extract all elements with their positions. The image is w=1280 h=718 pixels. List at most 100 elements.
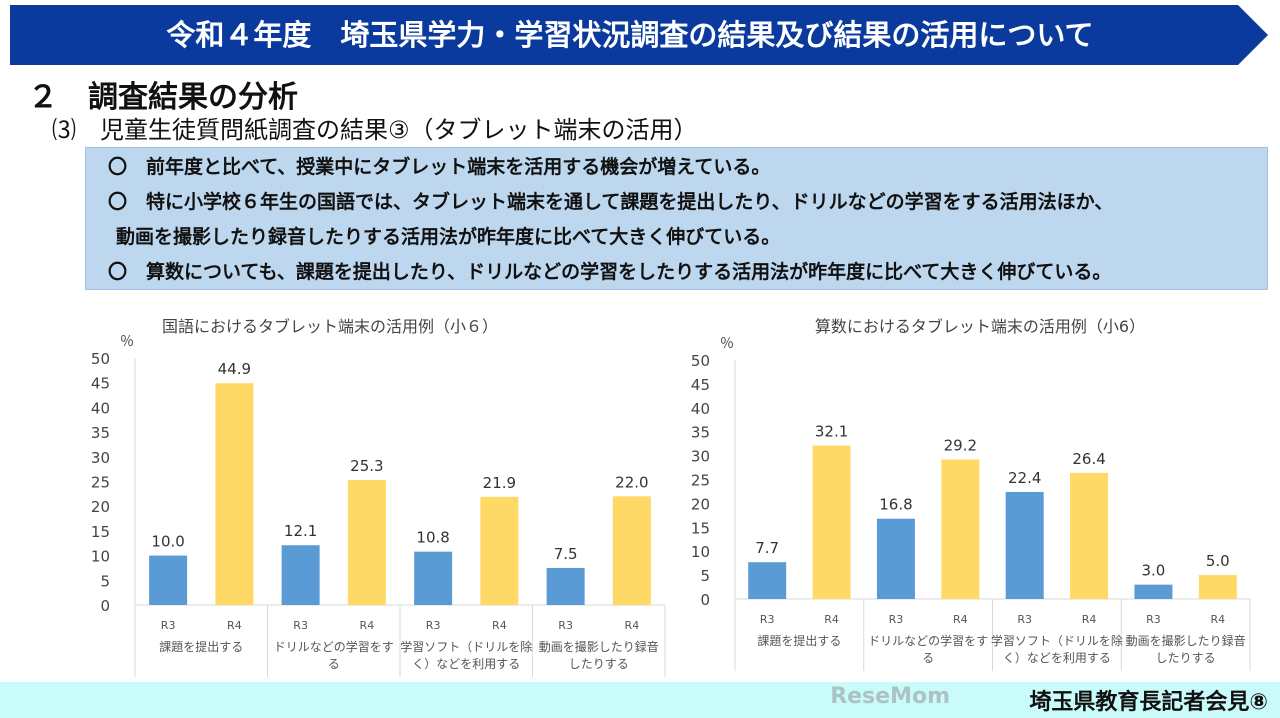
y-axis-label: ％	[120, 334, 134, 350]
summary-box: 〇 前年度と比べて、授業中にタブレット端末を活用する機会が増えている。 〇 特に…	[85, 147, 1268, 290]
category-label: 課題を提出する	[757, 633, 841, 648]
series-label: R4	[1210, 613, 1225, 626]
data-label: 10.8	[416, 529, 449, 547]
chart-title: 算数におけるタブレット端末の活用例（小6）	[815, 317, 1145, 336]
series-label: R3	[426, 619, 441, 632]
bar-r4	[480, 496, 519, 605]
bar-r4	[812, 445, 851, 599]
page-title: 令和４年度 埼玉県学力・学習状況調査の結果及び結果の活用について	[166, 18, 1094, 52]
category-label: ドリルなどの学習をす	[868, 633, 988, 648]
bar-r3	[149, 555, 188, 605]
section-subheading: ⑶ 児童生徒質問紙調査の結果③（タブレット端末の活用）	[52, 116, 698, 144]
y-tick-label: 20	[91, 498, 110, 516]
bar-r4	[941, 459, 980, 599]
category-label: る	[922, 651, 934, 665]
y-tick-label: 40	[91, 399, 110, 417]
y-tick-label: 20	[691, 495, 710, 513]
bar-r4	[1070, 472, 1109, 599]
japanese-chart: 国語におけるタブレット端末の活用例（小６） ％ 0 5 10 15 20 25 30 35 40 45…	[91, 317, 666, 677]
y-tick-label: 50	[691, 352, 710, 370]
series-label: R3	[161, 619, 176, 632]
y-tick-label: 10	[91, 548, 110, 566]
series-label: R4	[625, 619, 640, 632]
data-label: 29.2	[944, 436, 977, 454]
category-label: 動画を撮影したり録音	[539, 639, 659, 654]
data-label: 7.7	[755, 539, 779, 557]
bar-r3	[281, 545, 320, 605]
bar-r4	[215, 383, 254, 605]
data-label: 5.0	[1206, 552, 1230, 570]
bar-r3	[876, 518, 915, 599]
summary-line: 〇 前年度と比べて、授業中にタブレット端末を活用する機会が増えている。	[108, 156, 771, 178]
series-label: R4	[1082, 613, 1097, 626]
category-label: したりする	[569, 657, 629, 671]
category-label: 学習ソフト（ドリルを除	[400, 639, 532, 654]
category-label: ドリルなどの学習をす	[274, 639, 394, 654]
y-tick-label: 40	[691, 400, 710, 418]
series-label: R3	[558, 619, 573, 632]
y-axis-label: ％	[720, 336, 734, 352]
chart-title: 国語におけるタブレット端末の活用例（小６）	[162, 317, 498, 336]
summary-line: 〇 算数についても、課題を提出したり、ドリルなどの学習をしたりする活用法が昨年度…	[108, 261, 1112, 283]
data-label: 32.1	[815, 423, 848, 441]
series-label: R4	[953, 613, 968, 626]
bar-r4	[612, 496, 651, 605]
series-label: R4	[227, 619, 242, 632]
bar-r3	[748, 562, 787, 599]
data-label: 12.1	[284, 522, 317, 540]
series-label: R4	[824, 613, 839, 626]
series-label: R3	[760, 613, 775, 626]
y-tick-label: 30	[91, 449, 110, 467]
y-tick-label: 35	[91, 424, 110, 442]
y-tick-label: 45	[91, 375, 110, 393]
watermark-logo: ReseMom	[830, 684, 950, 709]
y-tick-label: 5	[100, 572, 110, 590]
series-label: R3	[1017, 613, 1032, 626]
series-label: R4	[360, 619, 375, 632]
bar-r3	[1134, 584, 1173, 599]
category-label: 課題を提出する	[159, 639, 243, 654]
category-label: く）などを利用する	[1003, 651, 1111, 665]
summary-line: 動画を撮影したり録音したりする活用法が昨年度に比べて大きく伸びている。	[116, 226, 781, 248]
y-tick-label: 15	[691, 519, 710, 537]
math-chart: 算数におけるタブレット端末の活用例（小6） ％ 0 5 10 15 20 25 30 35 40 45…	[691, 317, 1251, 671]
summary-line: 〇 特に小学校６年生の国語では、タブレット端末を通して課題を提出したり、ドリルな…	[108, 191, 1114, 213]
y-tick-label: 30	[691, 448, 710, 466]
data-label: 25.3	[350, 457, 383, 475]
category-label: 学習ソフト（ドリルを除	[991, 633, 1123, 648]
y-tick-label: 0	[700, 591, 710, 609]
y-tick-label: 25	[691, 472, 710, 490]
series-label: R3	[293, 619, 308, 632]
bar-r3	[546, 567, 585, 605]
y-tick-label: 45	[691, 376, 710, 394]
bar-r3	[414, 551, 453, 605]
bar-r3	[1005, 491, 1044, 599]
y-tick-label: 15	[91, 523, 110, 541]
y-tick-label: 50	[91, 350, 110, 368]
data-label: 21.9	[483, 474, 516, 492]
bar-r4	[1198, 575, 1237, 599]
y-tick-label: 10	[691, 543, 710, 561]
y-tick-label: 5	[700, 567, 710, 585]
footer-bar	[0, 682, 1280, 718]
section-heading: ２ 調査結果の分析	[28, 80, 298, 115]
y-tick-label: 25	[91, 474, 110, 492]
data-label: 44.9	[218, 360, 251, 378]
bar-r4	[347, 480, 386, 605]
series-label: R4	[492, 619, 507, 632]
data-label: 16.8	[879, 496, 912, 514]
data-label: 22.0	[615, 473, 648, 491]
category-label: く）などを利用する	[412, 657, 520, 671]
series-label: R3	[889, 613, 904, 626]
data-label: 22.4	[1008, 469, 1041, 487]
data-label: 10.0	[151, 533, 184, 551]
series-label: R3	[1146, 613, 1161, 626]
data-label: 26.4	[1072, 450, 1105, 468]
y-tick-label: 35	[691, 424, 710, 442]
category-label: る	[328, 657, 340, 671]
category-label: 動画を撮影したり録音	[1126, 633, 1246, 648]
data-label: 7.5	[554, 545, 578, 563]
data-label: 3.0	[1142, 562, 1166, 580]
footer-text: 埼玉県教育長記者会見⑧	[1029, 690, 1268, 715]
y-tick-label: 0	[100, 597, 110, 615]
